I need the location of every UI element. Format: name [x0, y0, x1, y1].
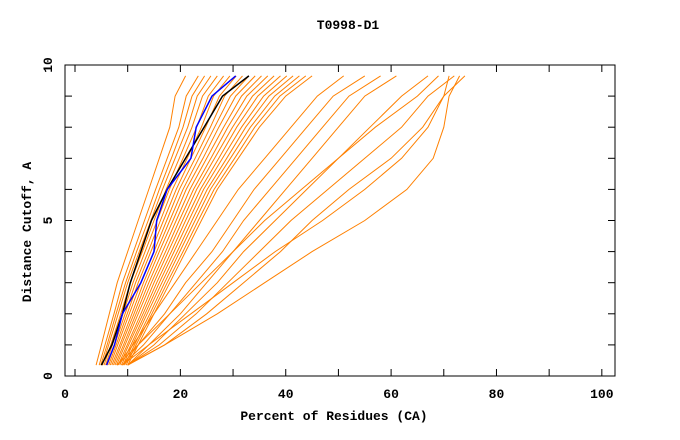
- axis-ticks: 0 20 40 60 80 100 0 5 10: [41, 57, 615, 402]
- model-curve: [117, 75, 275, 366]
- model-curve: [116, 75, 345, 366]
- x-tick-label: 0: [61, 387, 69, 402]
- y-tick-label: 0: [41, 372, 56, 380]
- model-curve: [127, 75, 429, 366]
- model-curve: [127, 75, 461, 366]
- model-curve: [119, 75, 281, 366]
- model-curve: [127, 75, 455, 366]
- model-curve: [98, 75, 199, 366]
- y-tick-label: 5: [41, 216, 56, 224]
- highlight-curve-black: [100, 75, 250, 366]
- model-curve: [122, 75, 381, 366]
- x-tick-label: 60: [383, 387, 399, 402]
- model-curve: [125, 75, 307, 366]
- x-tick-label: 40: [278, 387, 294, 402]
- curves: [95, 75, 466, 366]
- model-curve: [124, 75, 300, 366]
- model-curve: [114, 75, 262, 366]
- model-curve: [111, 75, 250, 366]
- model-curve: [100, 75, 206, 366]
- model-curve: [122, 75, 366, 366]
- chart-title: T0998-D1: [317, 18, 380, 33]
- model-curve: [105, 75, 224, 366]
- x-tick-label: 20: [173, 387, 189, 402]
- model-curve: [122, 75, 294, 366]
- x-tick-label: 80: [489, 387, 505, 402]
- model-curve: [106, 75, 231, 366]
- model-curve: [116, 75, 439, 366]
- model-curve: [103, 75, 218, 366]
- model-curve: [109, 75, 243, 366]
- y-axis-label: Distance Cutoff, A: [20, 162, 35, 303]
- model-curve: [127, 75, 466, 366]
- highlight-curve-blue: [105, 75, 237, 366]
- model-curve: [113, 75, 256, 366]
- x-axis-label: Percent of Residues (CA): [240, 409, 427, 424]
- model-curve: [127, 75, 313, 366]
- x-tick-label: 100: [590, 387, 614, 402]
- model-curve: [122, 75, 450, 366]
- model-curve: [116, 75, 269, 366]
- model-curve: [120, 75, 288, 366]
- model-curve: [127, 75, 397, 366]
- plot-frame: [64, 64, 616, 377]
- model-curve: [95, 75, 187, 366]
- y-tick-label: 10: [41, 57, 56, 73]
